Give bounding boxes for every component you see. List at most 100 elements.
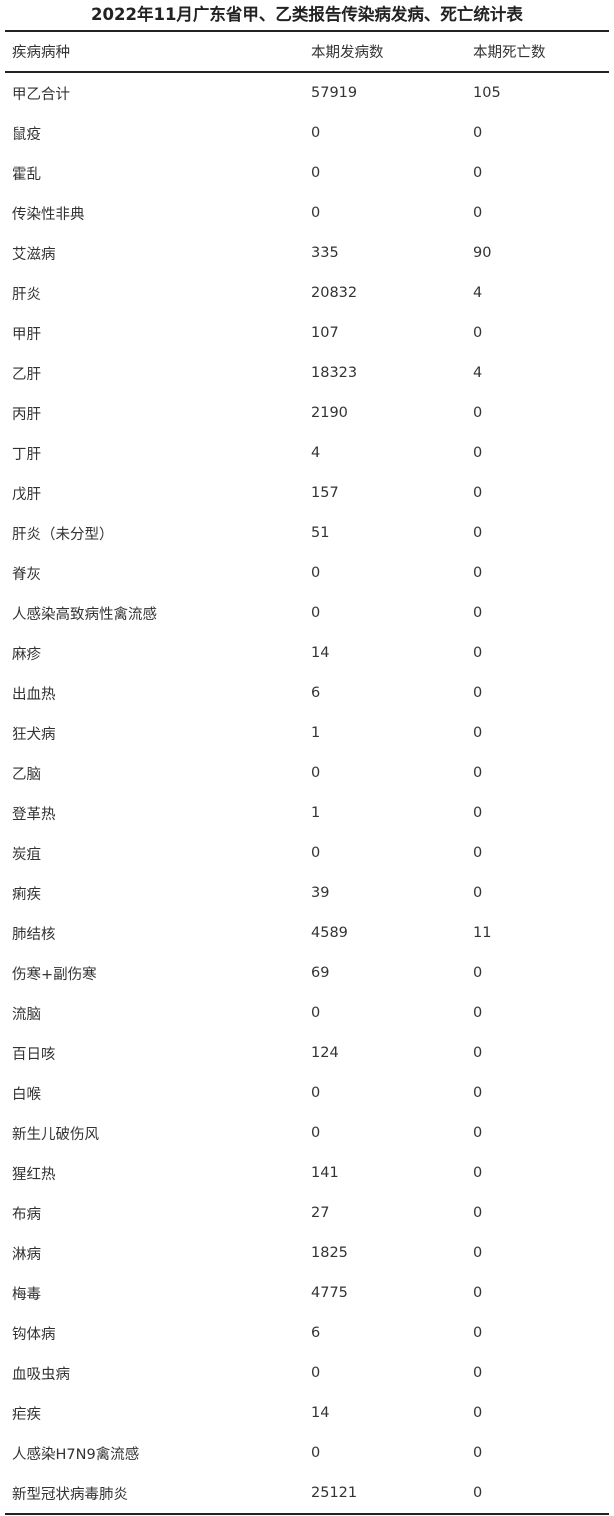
cell-disease: 白喉 — [12, 1086, 41, 1103]
cell-deaths: 105 — [473, 85, 501, 101]
cell-cases: 0 — [311, 845, 321, 861]
cell-disease: 肺结核 — [12, 926, 56, 943]
table-row: 血吸虫病 0 0 — [5, 1353, 609, 1393]
cell-disease: 疟疾 — [12, 1406, 41, 1423]
table-row: 人感染H7N9禽流感 0 0 — [5, 1433, 609, 1473]
table-row: 甲肝 107 0 — [5, 313, 609, 353]
cell-cases: 0 — [311, 765, 321, 781]
table-row: 乙脑 0 0 — [5, 753, 609, 793]
cell-disease: 甲肝 — [12, 326, 41, 343]
cell-disease: 乙肝 — [12, 366, 41, 383]
table-title: 2022年11月广东省甲、乙类报告传染病发病、死亡统计表 — [91, 5, 523, 24]
table-row: 伤寒+副伤寒 69 0 — [5, 953, 609, 993]
cell-cases: 1 — [311, 805, 321, 821]
cell-deaths: 0 — [473, 205, 483, 221]
cell-deaths: 0 — [473, 1205, 483, 1221]
cell-cases: 69 — [311, 965, 330, 981]
statistics-table: 疾病病种 本期发病数 本期死亡数 甲乙合计 57919 105 鼠疫 0 0 霍乱 0 0 传染性… — [5, 30, 609, 1515]
table-row: 甲乙合计 57919 105 — [5, 73, 609, 113]
cell-disease: 麻疹 — [12, 646, 41, 663]
cell-disease: 脊灰 — [12, 566, 41, 583]
cell-disease: 乙脑 — [12, 766, 41, 783]
cell-disease: 新型冠状病毒肺炎 — [12, 1486, 128, 1503]
cell-cases: 57919 — [311, 85, 358, 101]
cell-deaths: 0 — [473, 405, 483, 421]
table-row: 霍乱 0 0 — [5, 153, 609, 193]
cell-cases: 0 — [311, 1005, 321, 1021]
cell-disease: 淋病 — [12, 1246, 41, 1263]
table-row: 流脑 0 0 — [5, 993, 609, 1033]
cell-deaths: 0 — [473, 1045, 483, 1061]
table-row: 脊灰 0 0 — [5, 553, 609, 593]
cell-deaths: 0 — [473, 845, 483, 861]
table-row: 百日咳 124 0 — [5, 1033, 609, 1073]
cell-cases: 0 — [311, 1085, 321, 1101]
table-row: 猩红热 141 0 — [5, 1153, 609, 1193]
table-row: 肺结核 4589 11 — [5, 913, 609, 953]
cell-deaths: 0 — [473, 1125, 483, 1141]
table-row: 登革热 1 0 — [5, 793, 609, 833]
table-row: 肝炎 20832 4 — [5, 273, 609, 313]
cell-disease: 丁肝 — [12, 446, 41, 463]
table-row: 戊肝 157 0 — [5, 473, 609, 513]
cell-deaths: 0 — [473, 445, 483, 461]
table-row: 布病 27 0 — [5, 1193, 609, 1233]
cell-cases: 4775 — [311, 1285, 348, 1301]
cell-deaths: 0 — [473, 645, 483, 661]
cell-deaths: 4 — [473, 365, 483, 381]
cell-cases: 0 — [311, 1445, 321, 1461]
cell-cases: 0 — [311, 125, 321, 141]
cell-cases: 0 — [311, 205, 321, 221]
table-row: 麻疹 14 0 — [5, 633, 609, 673]
cell-deaths: 0 — [473, 1285, 483, 1301]
table-row: 丁肝 4 0 — [5, 433, 609, 473]
cell-deaths: 0 — [473, 725, 483, 741]
cell-disease: 流脑 — [12, 1006, 41, 1023]
cell-cases: 51 — [311, 525, 330, 541]
header-cases: 本期发病数 — [311, 45, 384, 61]
header-disease: 疾病病种 — [12, 45, 70, 61]
cell-disease: 肝炎（未分型） — [12, 526, 114, 543]
cell-cases: 124 — [311, 1045, 339, 1061]
cell-disease: 新生儿破伤风 — [12, 1126, 99, 1143]
cell-disease: 肝炎 — [12, 286, 41, 303]
cell-deaths: 0 — [473, 1325, 483, 1341]
table-row: 白喉 0 0 — [5, 1073, 609, 1113]
table-row: 出血热 6 0 — [5, 673, 609, 713]
cell-cases: 18323 — [311, 365, 358, 381]
table-row: 狂犬病 1 0 — [5, 713, 609, 753]
table-row: 鼠疫 0 0 — [5, 113, 609, 153]
cell-deaths: 0 — [473, 1165, 483, 1181]
cell-cases: 0 — [311, 1365, 321, 1381]
header-deaths: 本期死亡数 — [473, 45, 546, 61]
cell-deaths: 0 — [473, 685, 483, 701]
cell-cases: 335 — [311, 245, 339, 261]
cell-disease: 传染性非典 — [12, 206, 85, 223]
cell-deaths: 0 — [473, 485, 483, 501]
cell-cases: 107 — [311, 325, 339, 341]
cell-cases: 39 — [311, 885, 330, 901]
cell-cases: 14 — [311, 1405, 330, 1421]
cell-cases: 6 — [311, 685, 321, 701]
cell-deaths: 4 — [473, 285, 483, 301]
cell-cases: 0 — [311, 1125, 321, 1141]
table-header: 疾病病种 本期发病数 本期死亡数 — [5, 32, 609, 73]
cell-disease: 猩红热 — [12, 1166, 56, 1183]
cell-cases: 0 — [311, 165, 321, 181]
cell-cases: 1825 — [311, 1245, 348, 1261]
cell-cases: 2190 — [311, 405, 348, 421]
table-row: 传染性非典 0 0 — [5, 193, 609, 233]
table-row: 乙肝 18323 4 — [5, 353, 609, 393]
table-row: 疟疾 14 0 — [5, 1393, 609, 1433]
table-row: 人感染高致病性禽流感 0 0 — [5, 593, 609, 633]
cell-deaths: 0 — [473, 605, 483, 621]
table-row: 肝炎（未分型） 51 0 — [5, 513, 609, 553]
cell-deaths: 0 — [473, 1485, 483, 1501]
cell-cases: 25121 — [311, 1485, 358, 1501]
cell-cases: 14 — [311, 645, 330, 661]
cell-deaths: 0 — [473, 1445, 483, 1461]
cell-cases: 6 — [311, 1325, 321, 1341]
table-body: 甲乙合计 57919 105 鼠疫 0 0 霍乱 0 0 传染性非典 0 0 艾滋病 335 90 肝炎 208… — [5, 73, 609, 1513]
cell-disease: 艾滋病 — [12, 246, 56, 263]
cell-disease: 狂犬病 — [12, 726, 56, 743]
